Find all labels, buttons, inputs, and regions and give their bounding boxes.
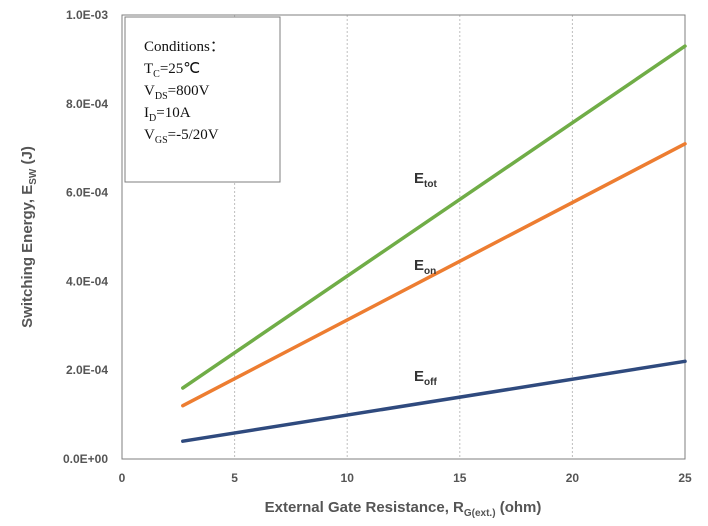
series-label-off: Eoff <box>414 368 437 388</box>
conditions-box-frame <box>124 16 281 183</box>
x-tick-label: 15 <box>453 471 467 485</box>
series-label-on: Eon <box>414 257 436 277</box>
series-line-off <box>181 359 687 443</box>
y-axis-title: Switching Energy, ESW (J) <box>19 146 39 328</box>
condition-line: VGS=-5/20V <box>144 127 219 146</box>
x-tick-label: 25 <box>678 471 692 485</box>
series-labels: Etot Eon Eoff <box>414 170 437 388</box>
series-line-tot <box>181 44 687 390</box>
y-tick-label: 0.0E+00 <box>63 452 108 466</box>
condition-line: ID=10A <box>144 105 191 124</box>
y-tick-label: 8.0E-04 <box>66 97 108 111</box>
plot-area-frame <box>121 14 686 460</box>
x-tick-label: 10 <box>341 471 355 485</box>
conditions-box: Conditions： TC=25℃ VDS=800V ID=10A VGS=-5/2… <box>124 16 281 183</box>
y-tick-labels: 0.0E+00 2.0E-04 4.0E-04 6.0E-04 8.0E-04 1.0E-… <box>63 8 108 466</box>
y-tick-label: 6.0E-04 <box>66 186 108 200</box>
y-tick-label: 1.0E-03 <box>66 8 108 22</box>
condition-line: VDS=800V <box>144 83 210 102</box>
series-group <box>181 44 687 443</box>
x-tick-labels: 0 5 10 15 20 25 <box>119 471 692 485</box>
x-axis-title: External Gate Resistance, RG(ext.) (ohm) <box>265 499 542 519</box>
conditions-lines: TC=25℃ VDS=800V ID=10A VGS=-5/20V <box>144 61 219 146</box>
series-label-tot: Etot <box>414 170 437 190</box>
x-tick-label: 20 <box>566 471 580 485</box>
y-tick-label: 4.0E-04 <box>66 274 108 288</box>
y-tick-label: 2.0E-04 <box>66 363 108 377</box>
series-line-on <box>181 142 687 408</box>
grid-lines <box>234 15 573 459</box>
conditions-title: Conditions： <box>144 39 225 55</box>
condition-line: TC=25℃ <box>144 61 200 80</box>
x-tick-label: 0 <box>119 471 126 485</box>
x-tick-label: 5 <box>231 471 238 485</box>
